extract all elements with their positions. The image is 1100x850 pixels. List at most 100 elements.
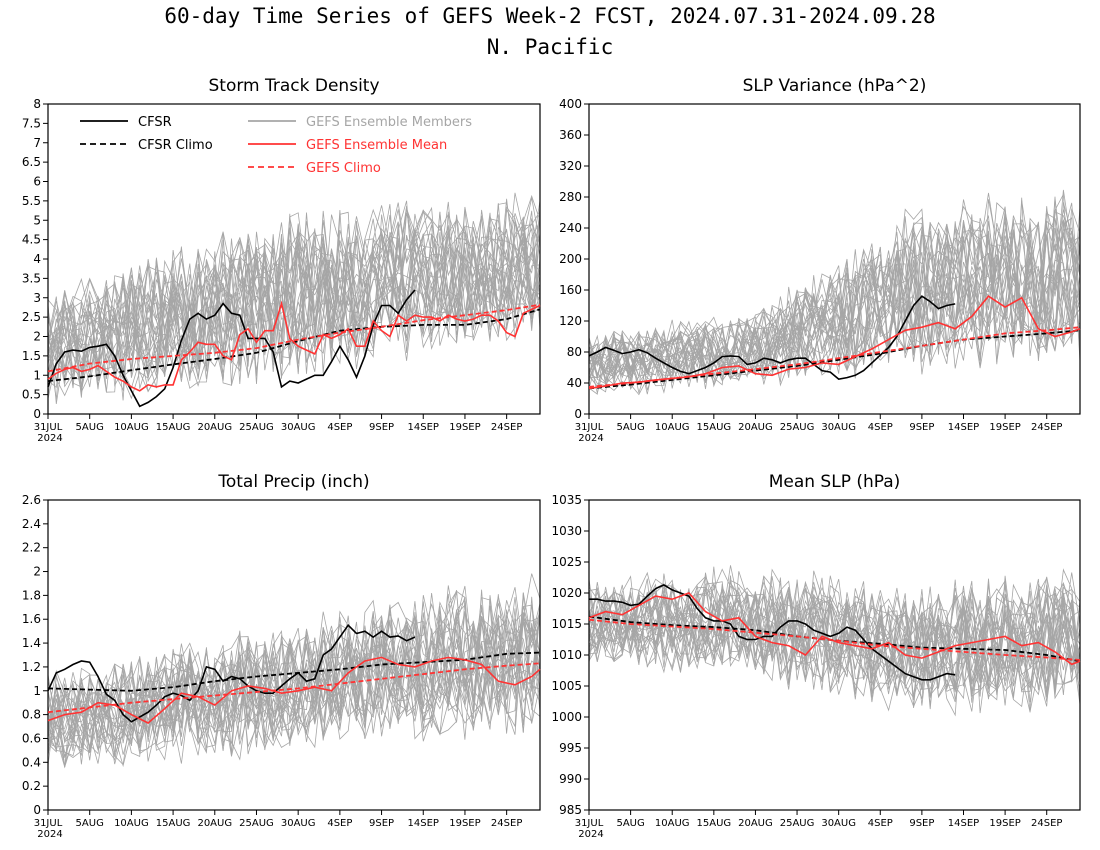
x-tick-label: 14SEP [948,422,979,433]
y-tick-label: 0 [33,803,41,817]
x-tick-label: 30AUG [821,422,856,433]
figure-subtitle: N. Pacific [486,35,614,59]
ensemble-member-line [588,575,1081,703]
x-tick-label: 30AUG [281,422,316,433]
series-gefs-climo [47,303,541,373]
ensemble-member-line [588,199,1081,382]
ensemble-member-line [47,204,541,398]
y-tick-label: 4 [33,252,41,266]
y-tick-label: 1010 [551,648,582,662]
x-tick-label: 4SEP [868,818,893,829]
ensemble-member-line [47,616,541,769]
legend-label: CFSR Climo [138,138,213,153]
y-tick-label: 2.4 [22,517,41,531]
x-tick-label: 10AUG [655,818,690,829]
y-tick-label: 1000 [551,710,582,724]
y-tick-label: 240 [559,221,582,235]
ensemble-member-line [47,194,541,398]
x-tick-label: 15AUG [156,422,191,433]
ensemble-member-line [588,576,1081,707]
x-tick-label: 5AUG [616,818,644,829]
ensemble-member-line [47,591,541,757]
y-tick-label: 1 [33,684,41,698]
x-tick-label: 30AUG [821,818,856,829]
ensemble-member-line [47,603,541,767]
series-gefs-ensemble-mean [47,656,541,724]
ensemble-member-line [588,225,1081,386]
y-tick-label: 990 [559,772,582,786]
y-tick-label: 1020 [551,586,582,600]
x-tick-label: 24SEP [491,422,522,433]
panel-title: SLP Variance (hPa^2) [743,76,927,96]
x-tick-label: 25AUG [780,422,815,433]
ensemble-member-line [588,215,1081,394]
x-tick-label: 4SEP [327,818,352,829]
x-tick-label: 20AUG [738,818,773,829]
y-tick-label: 7 [33,136,41,150]
x-tick-label: 31JUL [34,422,63,433]
x-tick-label: 24SEP [491,818,522,829]
figure-title: 60-day Time Series of GEFS Week-2 FCST, … [164,4,936,28]
x-tick-label: 5AUG [616,422,644,433]
y-tick-label: 0.8 [22,708,41,722]
y-tick-label: 1030 [551,524,582,538]
x-tick-label: 25AUG [239,422,274,433]
panel-total-precip: Total Precip (inch) 0 0.2 0.4 0.6 0.8 1 1.2 1.4 1… [22,472,541,840]
y-tick-label: 40 [567,376,582,390]
ensemble-member-line [47,610,541,749]
x-tick-label: 19SEP [989,818,1020,829]
x-tick-label: 9SEP [369,818,394,829]
ensemble-member-line [588,570,1081,708]
y-tick-label: 1035 [551,493,582,507]
y-tick-label: 360 [559,128,582,142]
ensemble-member-line [588,208,1081,380]
series-gefs-climo [588,618,1081,661]
y-tick-label: 2.2 [22,541,41,555]
ensemble-member-line [47,201,541,405]
x-tick-label: 19SEP [989,422,1020,433]
x-tick-label: 31JUL [575,818,604,829]
y-tick-label: 2 [33,565,41,579]
y-tick-label: 2 [33,330,41,344]
x-tick-label: 24SEP [1031,818,1062,829]
y-tick-label: 7.5 [22,116,41,130]
ensemble-member-line [47,585,541,758]
ensemble-member-line [47,587,541,756]
y-tick-label: 1.4 [22,636,41,650]
y-tick-label: 1015 [551,617,582,631]
series-gefs-climo [588,326,1081,388]
y-tick-label: 80 [567,345,582,359]
panel-title: Total Precip (inch) [217,472,369,492]
x-tick-label: 30AUG [281,818,316,829]
ensemble-member-line [588,579,1081,712]
ensemble-member-line [588,579,1081,706]
ensemble-member-line [47,216,541,389]
y-tick-label: 1.2 [22,660,41,674]
x-tick-label: 14SEP [408,818,439,829]
y-tick-label: 280 [559,190,582,204]
x-tick-label: 14SEP [948,818,979,829]
y-tick-label: 2.6 [22,493,41,507]
x-tick-label: 9SEP [369,422,394,433]
y-tick-label: 3.5 [22,271,41,285]
y-tick-label: 5 [33,213,41,227]
ensemble-members [47,573,541,769]
y-tick-label: 1.8 [22,588,41,602]
x-tick-label: 19SEP [449,818,480,829]
y-tick-label: 1.5 [22,349,41,363]
series-gefs-climo [47,662,541,714]
y-tick-label: 320 [559,159,582,173]
ensemble-member-line [47,597,541,765]
y-tick-label: 985 [559,803,582,817]
y-tick-label: 400 [559,97,582,111]
x-tick-label: 15AUG [697,818,732,829]
x-tick-year: 2024 [37,829,62,840]
x-tick-label: 31JUL [34,818,63,829]
ensemble-member-line [47,608,541,748]
y-tick-label: 120 [559,314,582,328]
x-tick-label: 9SEP [909,422,934,433]
panel-mean-slp: Mean SLP (hPa) 985 990 995 1000 1005 1010 1015 1… [551,472,1081,840]
ensemble-member-line [47,609,541,757]
ensemble-member-line [47,604,541,752]
